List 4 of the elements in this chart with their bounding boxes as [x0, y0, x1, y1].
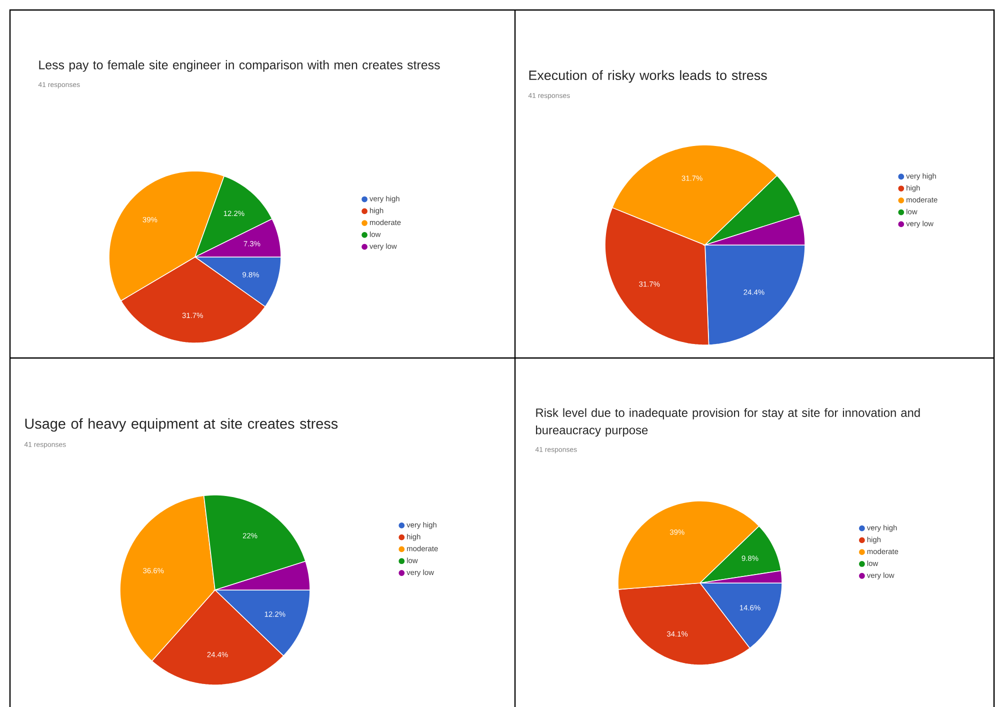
chart-title: Risk level due to inadequate provision for stay at site for innovation and bureaucracy purpose — [536, 408, 920, 437]
chart-title: Less pay to female site engineer in comparison with men creates stress — [39, 60, 440, 72]
chart-title: Usage of heavy equipment at site creates stress — [25, 418, 338, 432]
chart-title: Execution of risky works leads to stress — [529, 70, 767, 83]
